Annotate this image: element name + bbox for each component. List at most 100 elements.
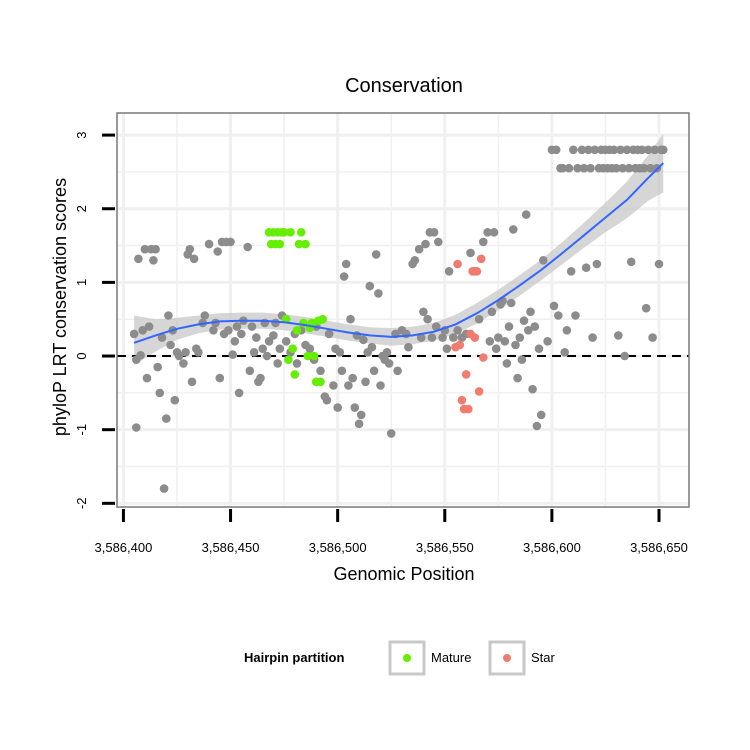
- point-other: [438, 333, 447, 342]
- point-other: [386, 429, 396, 438]
- x-tick-label: 3,586,550: [416, 540, 474, 555]
- legend-label-star: Star: [531, 650, 556, 665]
- point-other: [618, 163, 627, 173]
- point-other: [494, 333, 503, 342]
- point-other: [479, 237, 488, 247]
- point-other: [474, 314, 484, 324]
- point-other: [543, 337, 552, 346]
- point-other: [247, 322, 257, 331]
- point-other: [144, 322, 154, 331]
- legend-label-mature: Mature: [431, 650, 471, 665]
- x-axis: 3,586,400 3,586,450 3,586,500 3,586,550 3,58…: [95, 509, 688, 555]
- point-other: [329, 381, 338, 390]
- point-other: [517, 355, 527, 365]
- point-other: [149, 255, 158, 265]
- point-other: [359, 335, 368, 345]
- point-other: [641, 303, 651, 313]
- point-other: [483, 228, 492, 237]
- point-other: [316, 366, 325, 376]
- point-other: [614, 331, 623, 340]
- point-other: [466, 248, 475, 258]
- point-other: [419, 307, 428, 317]
- point-other: [404, 342, 413, 352]
- y-tick-label: 0: [74, 352, 89, 359]
- point-other: [564, 163, 574, 173]
- point-other: [592, 259, 602, 269]
- point-other: [170, 395, 180, 405]
- point-other: [341, 259, 351, 269]
- point-other: [562, 326, 572, 335]
- point-other: [586, 163, 595, 173]
- point-other: [226, 237, 235, 247]
- point-other: [365, 281, 375, 291]
- point-other: [138, 326, 147, 335]
- point-other: [530, 322, 540, 331]
- point-other: [511, 340, 520, 350]
- point-other: [444, 267, 454, 276]
- legend-title: Hairpin partition: [244, 650, 344, 665]
- y-tick-label: -1: [74, 424, 89, 436]
- point-other: [264, 337, 274, 346]
- point-other: [485, 337, 495, 346]
- point-other: [528, 384, 537, 394]
- point-other: [431, 322, 441, 331]
- point-other: [140, 244, 150, 254]
- point-star: [474, 387, 484, 396]
- point-other: [626, 257, 636, 267]
- point-other: [348, 373, 358, 383]
- point-other: [566, 267, 576, 276]
- point-other: [504, 322, 514, 331]
- point-other: [421, 239, 430, 249]
- point-other: [230, 337, 240, 346]
- point-other: [644, 145, 653, 155]
- point-mature: [290, 370, 300, 379]
- point-other: [581, 263, 591, 273]
- x-axis-title: Genomic Position: [333, 564, 474, 584]
- point-other: [322, 395, 332, 405]
- point-other: [215, 373, 225, 383]
- confidence-ribbon: [134, 133, 664, 365]
- point-star: [476, 254, 486, 264]
- point-other: [416, 333, 426, 342]
- chart-title: Conservation: [345, 75, 463, 97]
- point-star: [461, 370, 471, 379]
- point-other: [234, 388, 244, 398]
- point-other: [524, 326, 533, 335]
- point-other: [292, 359, 302, 368]
- point-other: [611, 163, 621, 173]
- point-other: [256, 373, 265, 383]
- point-other: [354, 419, 364, 429]
- point-other: [273, 359, 283, 368]
- point-other: [356, 410, 366, 420]
- point-other: [539, 255, 548, 265]
- point-other: [502, 359, 512, 368]
- point-other: [590, 145, 599, 155]
- point-mature: [279, 228, 289, 237]
- x-tick-label: 3,586,650: [630, 540, 688, 555]
- point-other: [275, 344, 285, 354]
- point-star: [455, 340, 465, 350]
- point-other: [243, 242, 252, 252]
- point-other: [560, 348, 569, 357]
- point-other: [659, 145, 668, 155]
- point-other: [569, 145, 578, 155]
- point-other: [344, 381, 353, 390]
- point-star: [464, 404, 473, 414]
- legend-dot-star: [503, 654, 511, 662]
- point-other: [194, 348, 203, 357]
- point-other: [249, 348, 259, 357]
- legend-key-star: [488, 640, 526, 676]
- point-other: [571, 311, 580, 320]
- point-other: [584, 145, 593, 155]
- point-other: [549, 301, 559, 311]
- point-other: [187, 377, 197, 387]
- point-other: [245, 366, 255, 376]
- point-other: [616, 145, 625, 155]
- point-mature: [288, 344, 298, 354]
- point-other: [185, 244, 195, 254]
- point-other: [429, 228, 439, 237]
- point-other: [573, 163, 582, 173]
- point-other: [442, 344, 452, 354]
- point-other: [174, 351, 184, 361]
